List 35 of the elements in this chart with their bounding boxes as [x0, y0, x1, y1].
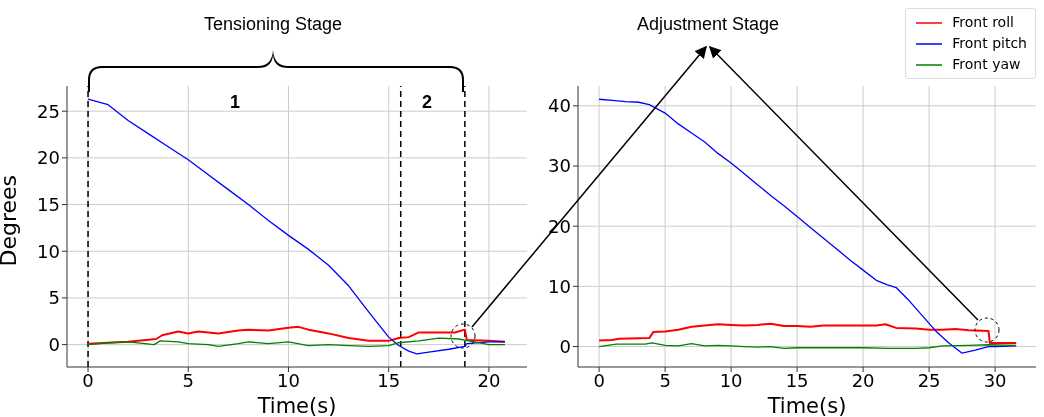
line-series — [87, 337, 506, 348]
annotation: 1 — [230, 92, 241, 113]
x-tick-label: 5 — [182, 369, 194, 391]
chart-title: Tensioning Stage — [202, 14, 344, 35]
y-tick-label: 0 — [48, 333, 60, 355]
x-tick-label: 20 — [477, 369, 501, 391]
y-tick-label: 30 — [548, 155, 571, 177]
y-tick-label: 40 — [548, 95, 571, 117]
chart-title: Adjustment Stage — [635, 14, 781, 35]
x-tick-label: 10 — [277, 369, 300, 391]
y-tick-label: 25 — [37, 100, 60, 122]
y-tick-label: 20 — [37, 147, 60, 169]
legend-label: Front pitch — [952, 34, 1027, 53]
x-tick-label: 20 — [851, 369, 875, 391]
y-tick-label: 10 — [548, 275, 571, 297]
x-tick-label: 30 — [983, 369, 1007, 391]
x-axis-title: Time(s) — [766, 394, 847, 417]
x-tick-label: 15 — [377, 369, 401, 391]
line-series — [598, 98, 1017, 354]
x-tick-label: 10 — [719, 369, 743, 391]
x-tick-label: 0 — [82, 369, 94, 391]
y-axis-title: Degrees — [0, 174, 21, 267]
x-axis-title: Time(s) — [256, 394, 337, 417]
x-tick-label: 5 — [659, 369, 671, 391]
y-tick-label: 0 — [559, 335, 571, 357]
x-tick-label: 0 — [593, 369, 605, 391]
line-series — [87, 325, 506, 345]
y-tick-label: 10 — [37, 240, 60, 262]
y-tick-label: 15 — [37, 193, 60, 215]
annotation: 2 — [422, 92, 433, 113]
y-tick-label: 5 — [48, 287, 60, 309]
legend-label: Front yaw — [952, 55, 1021, 74]
x-tick-label: 25 — [917, 369, 941, 391]
x-tick-label: 15 — [785, 369, 809, 391]
legend-label: Front roll — [952, 13, 1014, 32]
